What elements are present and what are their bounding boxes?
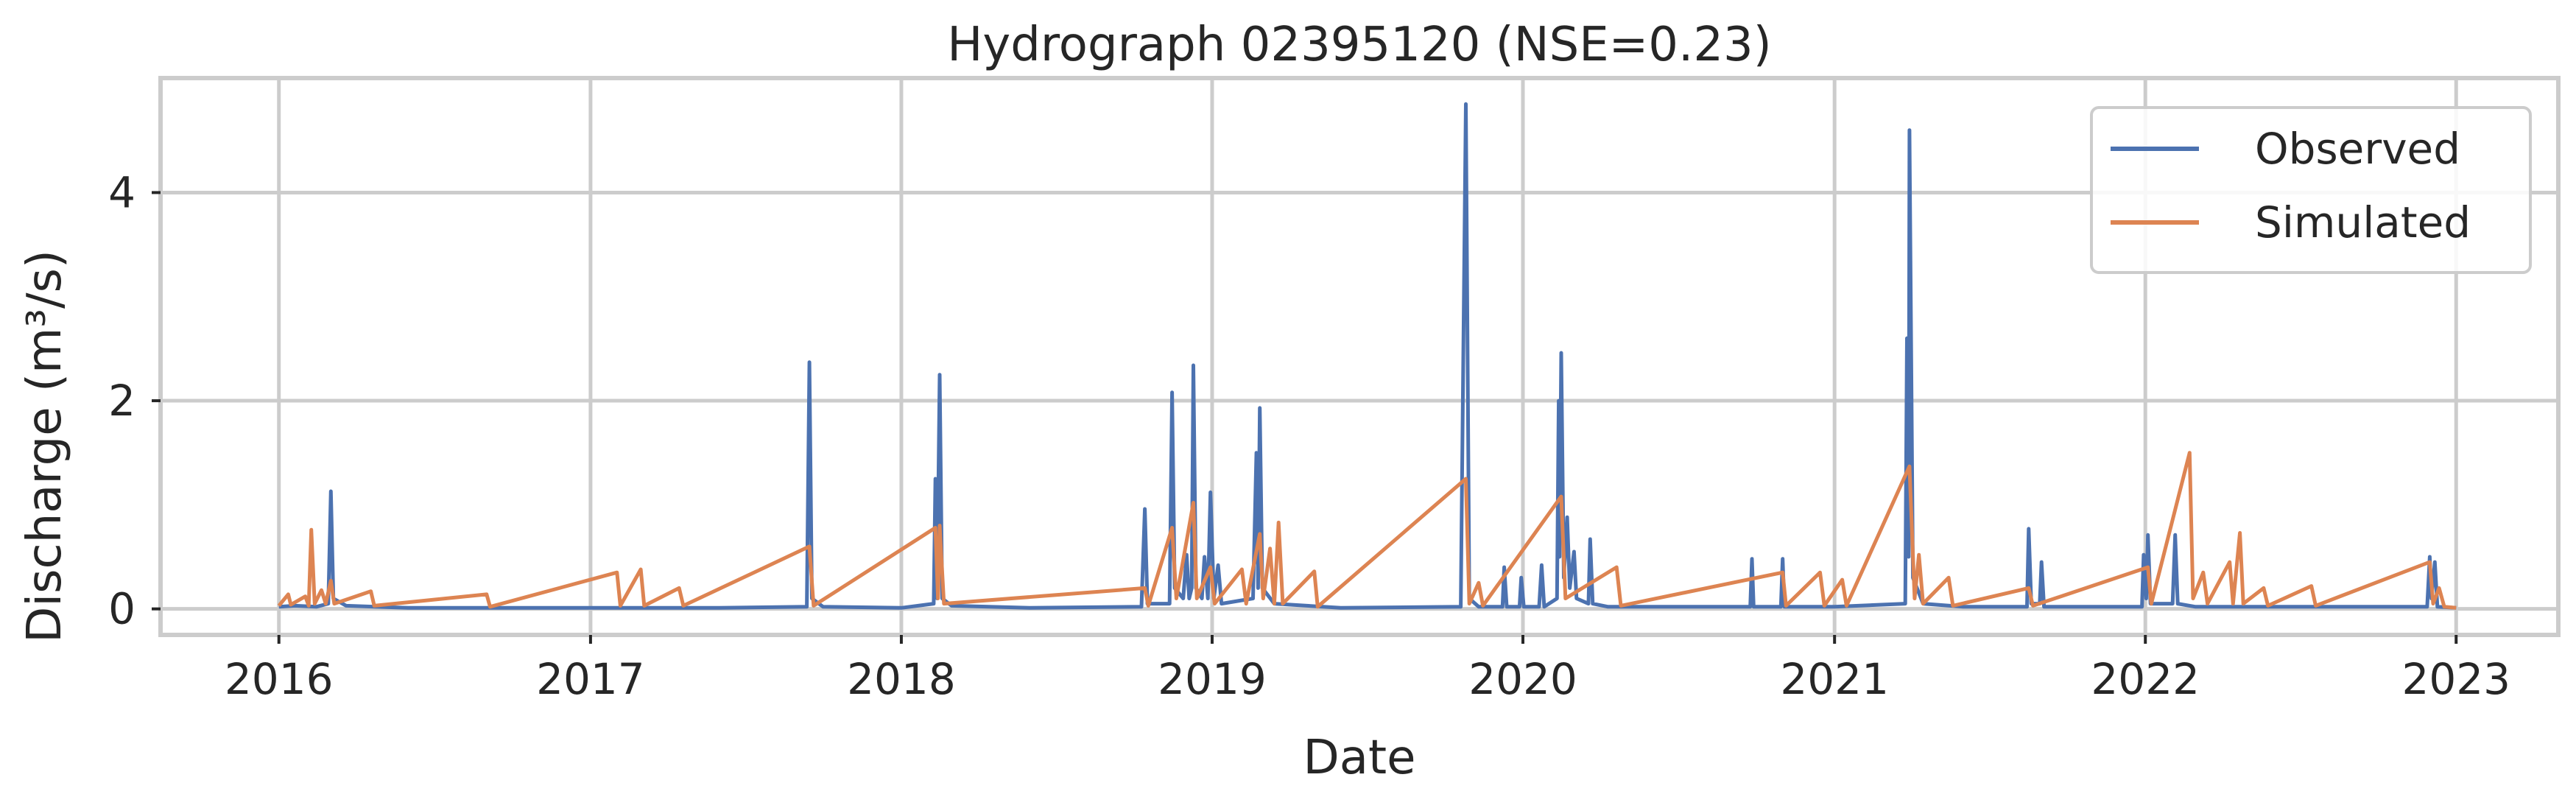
legend-box [2090, 106, 2532, 274]
y-tick-label-0: 0 [108, 584, 136, 634]
chart-title: Hydrograph 02395120 (NSE=0.23) [947, 18, 1771, 72]
y-tick-labels: 0 2 4 [108, 167, 161, 634]
y-tick-label-4: 4 [108, 167, 136, 217]
series-layer [277, 102, 2457, 610]
legend-label-simulated: Simulated [2255, 197, 2471, 247]
x-tick-label-2020: 2020 [1468, 654, 1577, 704]
x-tick-label-2018: 2018 [847, 654, 956, 704]
x-axis-label: Date [1303, 731, 1416, 785]
x-tick-label-2021: 2021 [1780, 654, 1889, 704]
x-tick-label-2019: 2019 [1158, 654, 1267, 704]
x-tick-label-2017: 2017 [536, 654, 645, 704]
legend-label-observed: Observed [2255, 124, 2460, 174]
y-tick-label-2: 2 [108, 376, 136, 426]
legend: Observed Simulated [2090, 106, 2532, 274]
y-axis-label: Discharge (m³/s) [18, 250, 72, 643]
x-tick-labels: 2016 2017 2018 2019 2020 2021 2022 2023 [225, 635, 2510, 704]
series-line-simulated [277, 451, 2457, 610]
x-tick-label-2016: 2016 [225, 654, 334, 704]
plot-frame [158, 76, 2561, 637]
x-tick-label-2023: 2023 [2401, 654, 2510, 704]
x-tick-label-2022: 2022 [2091, 654, 2200, 704]
